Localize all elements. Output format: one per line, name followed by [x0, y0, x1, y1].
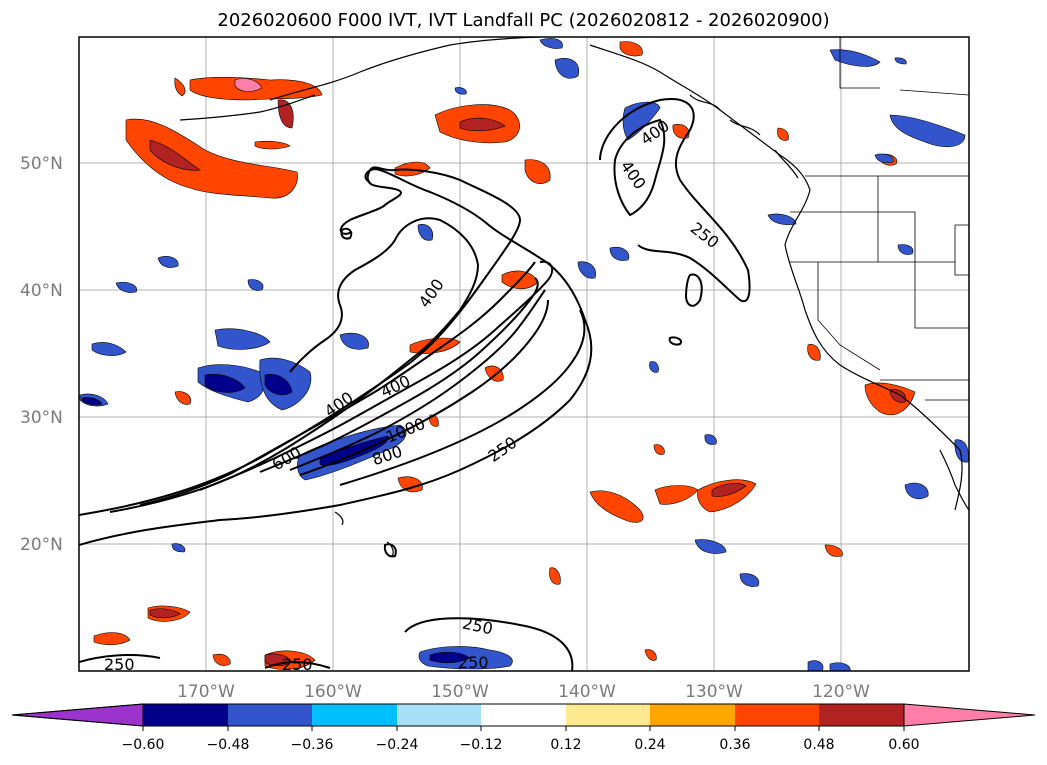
lon-tick-label: 130°W — [685, 682, 743, 702]
colorbar-segment — [228, 704, 312, 726]
gridlines — [79, 37, 969, 671]
lon-tick-label: 160°W — [304, 682, 362, 702]
colorbar-segment — [735, 704, 819, 726]
contour-label: 250 — [282, 655, 313, 674]
colorbar-tick-label: 0.12 — [550, 737, 581, 753]
negative-pc-regions — [79, 38, 969, 671]
colorbar-segment — [650, 704, 735, 726]
map-background — [79, 37, 969, 671]
map-frame — [78, 36, 970, 672]
colorbar-tick-label: −0.24 — [376, 737, 419, 753]
colorbar-frame — [142, 703, 905, 727]
colorbar-segment — [312, 704, 397, 726]
lat-tick-label: 50°N — [20, 154, 63, 174]
colorbar-extend-high — [903, 703, 1036, 727]
lon-tick-label: 150°W — [431, 682, 489, 702]
lon-tick-label: 140°W — [558, 682, 616, 702]
lat-tick-label: 40°N — [20, 281, 63, 301]
colorbar-segment — [566, 704, 650, 726]
colorbar-tick-label: −0.48 — [207, 737, 250, 753]
lon-tick-label: 120°W — [812, 682, 870, 702]
longitude-labels: 170°W 160°W 150°W 140°W 130°W 120°W — [177, 682, 870, 702]
colorbar-tick-label: −0.36 — [291, 737, 334, 753]
colorbar-tick-label: 0.60 — [888, 737, 919, 753]
latitude-labels: 20°N 30°N 40°N 50°N — [20, 154, 63, 555]
colorbar-segment — [143, 704, 228, 726]
map-title: 2026020600 F000 IVT, IVT Landfall PC (20… — [217, 10, 830, 31]
lat-tick-label: 30°N — [20, 408, 63, 428]
lon-tick-label: 170°W — [177, 682, 235, 702]
colorbar-segment — [397, 704, 481, 726]
colorbar-segment — [819, 704, 904, 726]
colorbar-extend-low — [11, 703, 144, 727]
colorbar-tick-label: −0.12 — [460, 737, 503, 753]
colorbar-tick-label: 0.48 — [803, 737, 834, 753]
ivt-contours — [79, 98, 751, 671]
colorbar: −0.60 −0.48 −0.36 −0.24 −0.12 0.12 0.24 … — [11, 703, 1036, 753]
colorbar-tick-label: 0.24 — [634, 737, 665, 753]
contour-label: 250 — [458, 653, 489, 672]
coastlines — [179, 37, 969, 557]
political-borders — [790, 37, 969, 401]
colorbar-tick-label: −0.60 — [122, 737, 165, 753]
lat-tick-label: 20°N — [20, 535, 63, 555]
colorbar-tick-label: 0.36 — [719, 737, 750, 753]
contour-label: 250 — [104, 655, 135, 674]
colorbar-segment — [481, 704, 566, 726]
